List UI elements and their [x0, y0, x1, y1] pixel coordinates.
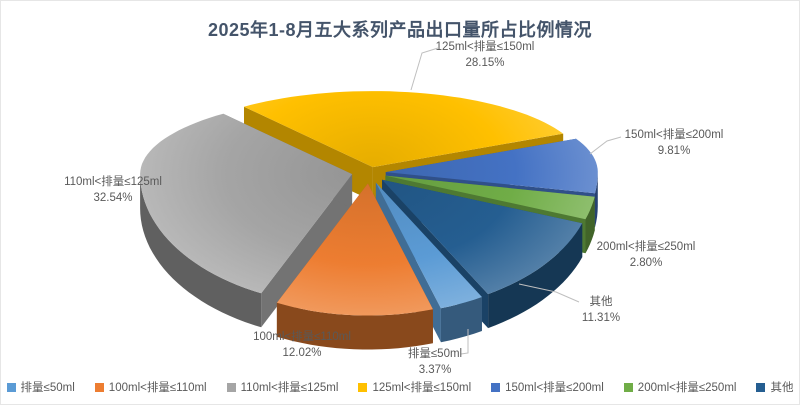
legend-item-4: 150ml<排量≤200ml: [491, 379, 604, 395]
pie-slice-1-top: [276, 183, 433, 316]
legend-swatch-icon: [358, 382, 368, 392]
legend-label: 100ml<排量≤110ml: [108, 382, 207, 394]
legend-label: 其他: [770, 382, 794, 394]
slice-label-1: 100ml<排量≤110ml 12.02%: [253, 329, 351, 361]
leader-line-0: [460, 329, 469, 355]
slice-label-percent: 32.54%: [93, 192, 133, 204]
pie-slice-1-rim-wall: [276, 302, 433, 350]
pie-slice-5-rim-wall: [585, 196, 595, 254]
legend-label: 排量≤50ml: [20, 382, 75, 394]
slice-label-category: 110ml<排量≤125ml: [64, 176, 162, 188]
legend-item-6: 其他: [756, 379, 793, 395]
slice-label-0: 排量≤50ml 3.37%: [408, 346, 462, 378]
pie-slice-2-top: [140, 113, 353, 294]
slice-label-2: 110ml<排量≤125ml 32.54%: [64, 174, 162, 206]
slice-label-percent: 11.31%: [581, 312, 621, 324]
slice-label-category: 200ml<排量≤250ml: [596, 241, 696, 253]
legend-item-2: 110ml<排量≤125ml: [226, 379, 339, 395]
pie-slice-6-rim-wall: [488, 223, 583, 329]
slice-label-5: 200ml<排量≤250ml 2.80%: [597, 239, 696, 271]
pie-slice-3-top: [244, 91, 564, 168]
legend-swatch-icon: [491, 382, 501, 392]
slice-label-3: 125ml<排量≤150ml 28.15%: [436, 39, 535, 71]
pie-slice-4-rim-wall: [595, 172, 598, 228]
chart-title: 2025年1-8月五大系列产品出口量所占比例情况: [207, 20, 593, 40]
slice-label-6: 其他 11.31%: [582, 294, 620, 326]
legend-label: 200ml<排量≤250ml: [637, 382, 737, 394]
legend-label: 125ml<排量≤150ml: [372, 382, 472, 394]
slice-label-category: 其他: [589, 296, 613, 308]
slice-label-category: 150ml<排量≤200ml: [624, 129, 724, 141]
pie-slice-0-rim-wall: [440, 297, 482, 343]
leader-line-4: [589, 136, 622, 155]
slice-label-category: 100ml<排量≤110ml: [253, 331, 351, 343]
slice-label-percent: 2.80%: [629, 257, 663, 269]
slice-label-category: 排量≤50ml: [407, 348, 463, 360]
slice-label-percent: 9.81%: [657, 145, 691, 157]
legend-swatch-icon: [623, 382, 633, 392]
legend: 排量≤50ml 100ml<排量≤110ml 110ml<排量≤125ml 125ml…: [1, 379, 799, 395]
slice-label-4: 150ml<排量≤200ml 9.81%: [625, 127, 724, 159]
leader-line-6: [518, 283, 580, 303]
legend-item-0: 排量≤50ml: [6, 379, 75, 395]
legend-swatch-icon: [756, 382, 766, 392]
pie-slice-5-top: [385, 175, 595, 220]
pie-slice-0-top: [375, 182, 482, 309]
legend-label: 110ml<排量≤125ml: [240, 382, 339, 394]
legend-item-5: 200ml<排量≤250ml: [623, 379, 737, 395]
leader-line-3: [410, 47, 439, 91]
pie-slice-6-top: [382, 179, 583, 295]
legend-swatch-icon: [94, 382, 104, 392]
slice-label-category: 125ml<排量≤150ml: [435, 41, 535, 53]
legend-swatch-icon: [6, 382, 16, 392]
legend-label: 150ml<排量≤200ml: [505, 382, 604, 394]
slice-label-percent: 12.02%: [282, 347, 322, 359]
legend-item-1: 100ml<排量≤110ml: [94, 379, 207, 395]
slice-label-percent: 28.15%: [465, 57, 505, 69]
pie-slice-2-cut-wall: [261, 174, 353, 328]
pie-slice-2-rim-wall: [140, 174, 262, 328]
slice-label-percent: 3.37%: [418, 364, 452, 376]
legend-item-3: 125ml<排量≤150ml: [358, 379, 471, 395]
pie-slice-4-top: [385, 138, 598, 194]
legend-swatch-icon: [226, 382, 236, 392]
